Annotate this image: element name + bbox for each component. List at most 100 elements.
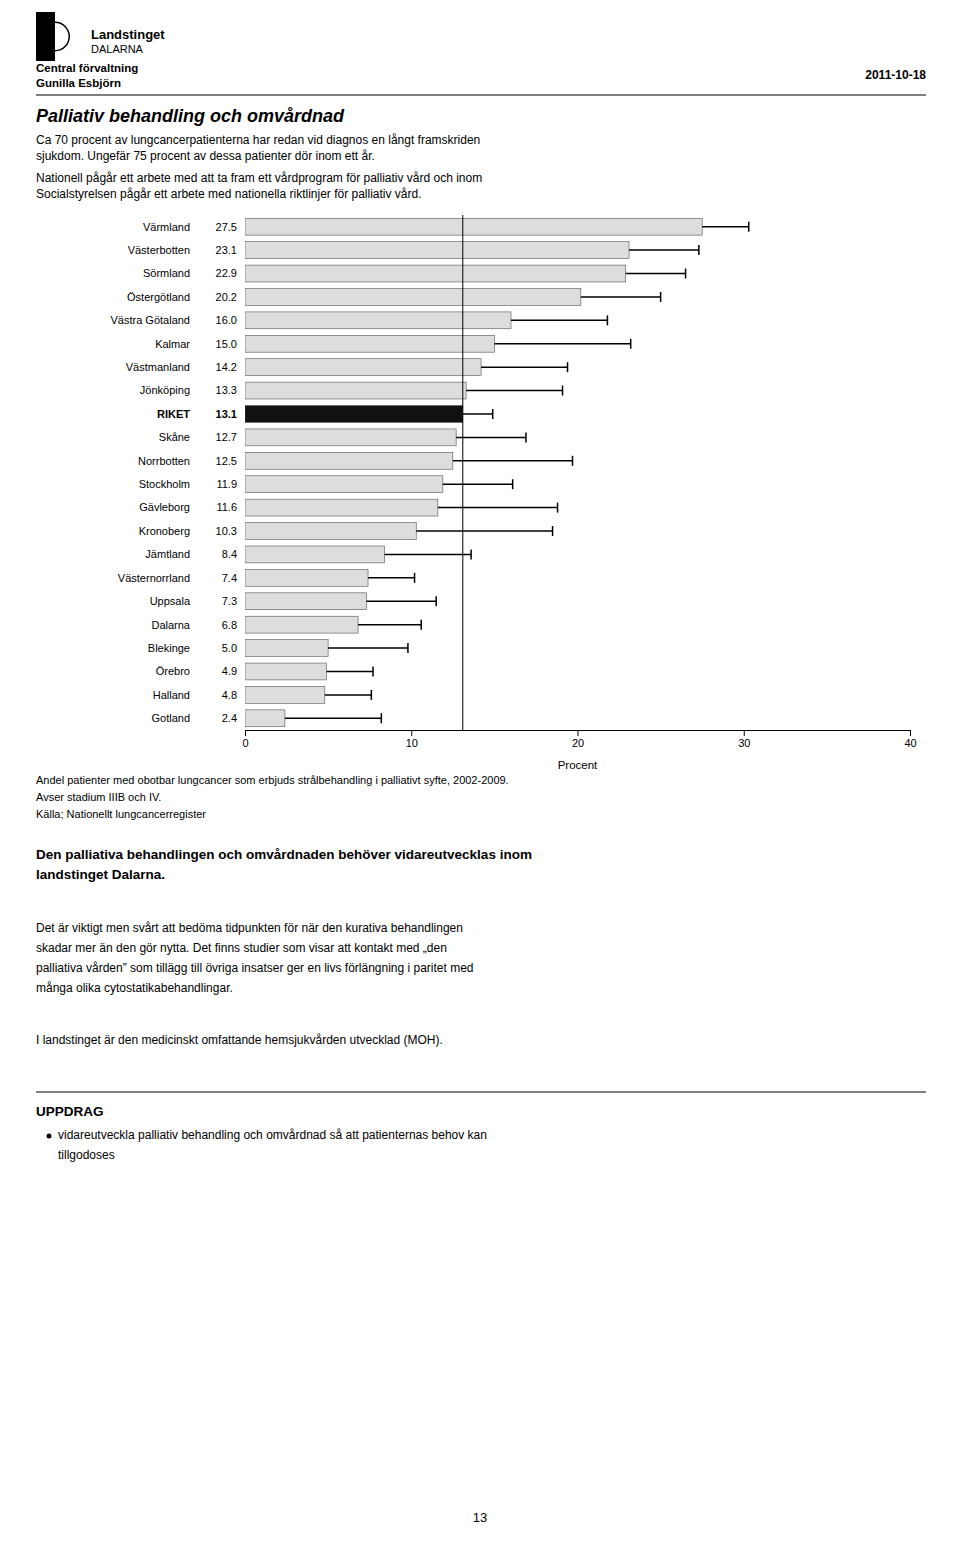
error-cap <box>372 666 374 676</box>
category-label: Västmanland <box>126 361 190 373</box>
error-cap <box>557 503 559 513</box>
data-label: 12.7 <box>216 431 237 443</box>
x-tick-mark <box>245 730 246 736</box>
error-cap <box>572 456 574 466</box>
error-bar <box>438 503 558 513</box>
error-bar <box>366 596 436 606</box>
error-line <box>702 226 749 228</box>
category-label: Kronoberg <box>139 525 190 537</box>
error-line <box>581 296 661 298</box>
author: Gunilla Esbjörn <box>36 77 121 89</box>
error-line <box>326 671 373 673</box>
error-cap <box>562 386 564 396</box>
x-axis-line <box>246 731 911 737</box>
error-line <box>456 437 526 439</box>
error-line <box>328 647 408 649</box>
x-axis-title: Procent <box>558 759 598 771</box>
bar <box>245 476 443 493</box>
error-bar <box>626 269 686 279</box>
error-cap <box>492 409 494 419</box>
department: Central förvaltning <box>36 62 138 74</box>
error-bar <box>629 245 699 255</box>
category-label: Kalmar <box>155 338 190 350</box>
intro: Socialstyrelsen pågår ett arbete med nat… <box>36 187 422 201</box>
error-cap <box>660 292 662 302</box>
data-label: 6.8 <box>222 619 237 631</box>
x-tick-mark <box>744 730 745 736</box>
bar <box>245 616 358 633</box>
error-line <box>453 460 573 462</box>
intro: Nationell pågår ett arbete med att ta fr… <box>36 171 482 185</box>
bar <box>245 265 626 282</box>
data-label: 8.4 <box>222 548 237 560</box>
x-tick: 10 <box>406 730 418 749</box>
bar <box>245 593 366 610</box>
bar <box>245 335 494 352</box>
data-label: 5.0 <box>222 642 237 654</box>
chart: Värmland27.5Västerbotten23.1Sörmland22.9… <box>111 215 917 771</box>
error-bar <box>368 573 415 583</box>
category-label: Halland <box>153 689 190 701</box>
error-cap <box>607 315 609 325</box>
error-cap <box>407 643 409 653</box>
data-label: 23.1 <box>216 244 237 256</box>
plot-area <box>245 215 749 730</box>
bar <box>245 312 511 329</box>
body-bold: Den palliativa behandlingen och omvårdna… <box>36 847 532 862</box>
x-tick-mark <box>411 730 412 736</box>
page: LandstingetDALARNA Central förvaltning Gun… <box>0 0 960 1545</box>
x-tick-label: 20 <box>572 737 584 749</box>
bar <box>245 569 368 586</box>
x-tick-label: 0 <box>242 737 248 749</box>
error-cap <box>630 339 632 349</box>
bullet-text: vidareutveckla palliativ behandling och … <box>58 1128 487 1142</box>
error-cap <box>567 362 569 372</box>
subtitle: Ca 70 procent av lungcancerpatienterna h… <box>36 133 480 147</box>
x-tick-label: 30 <box>738 737 750 749</box>
data-label: 4.9 <box>222 665 237 677</box>
error-cap <box>371 690 373 700</box>
body: skadar mer än den gör nytta. Det finns s… <box>36 941 447 955</box>
category-label: Dalarna <box>151 619 190 631</box>
error-bar <box>466 386 562 396</box>
error-bar <box>481 362 567 372</box>
bar <box>245 406 463 423</box>
error-line <box>366 601 436 603</box>
bar <box>245 242 629 259</box>
error-bar <box>358 620 421 630</box>
error-bar <box>285 713 381 723</box>
error-line <box>385 554 471 556</box>
body: palliativa vården” som tillägg till övri… <box>36 961 474 975</box>
x-tick: 40 <box>904 730 916 749</box>
data-label: 4.8 <box>222 689 237 701</box>
data-label: 14.2 <box>216 361 237 373</box>
error-line <box>358 624 421 626</box>
error-bar <box>494 339 630 349</box>
data-label: 16.0 <box>216 314 237 326</box>
data-label: 20.2 <box>216 291 237 303</box>
x-tick: 0 <box>242 730 248 749</box>
data-label: 15.0 <box>216 338 237 350</box>
category-label: Jönköping <box>140 384 190 396</box>
date: 2011-10-18 <box>865 68 926 82</box>
error-bar <box>325 690 372 700</box>
error-line <box>463 413 493 415</box>
error-cap <box>381 713 383 723</box>
category-label: Gävleborg <box>139 501 190 513</box>
bar <box>245 546 385 563</box>
error-cap <box>525 432 527 442</box>
error-bar <box>702 222 749 232</box>
bar <box>245 523 416 540</box>
data-label: 7.3 <box>222 595 237 607</box>
category-label: Västra Götaland <box>111 314 191 326</box>
data-label: 7.4 <box>222 572 237 584</box>
organization: Landstinget <box>91 27 165 42</box>
error-cap <box>414 573 416 583</box>
logo-block <box>36 12 55 61</box>
title: Palliativ behandling och omvårdnad <box>36 106 345 126</box>
error-line <box>416 530 552 532</box>
error-cap <box>748 222 750 232</box>
bar <box>245 710 285 727</box>
reference-line <box>462 215 463 730</box>
region: DALARNA <box>91 43 144 55</box>
